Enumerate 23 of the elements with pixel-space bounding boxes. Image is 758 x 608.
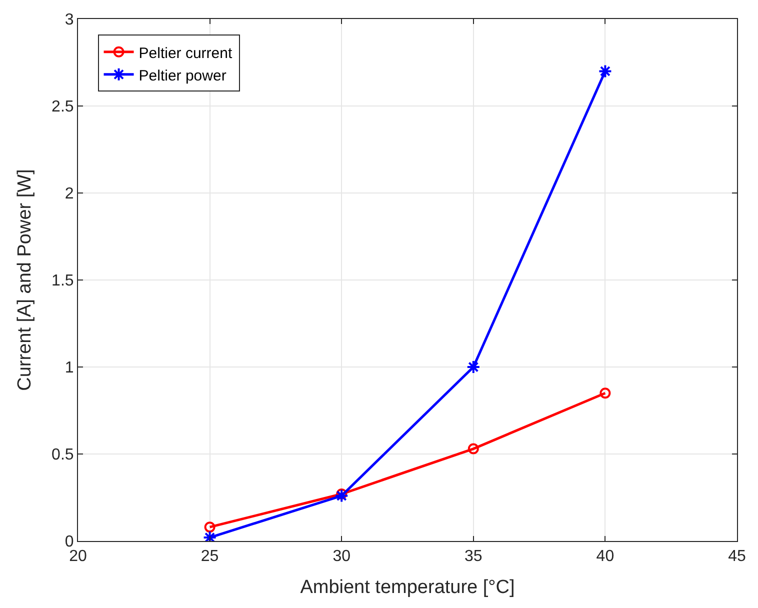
y-tick-label: 2.5 <box>52 98 74 116</box>
legend-label: Peltier current <box>138 44 233 62</box>
x-tick-label: 30 <box>332 548 351 566</box>
x-tick-label: 40 <box>596 548 614 566</box>
x-tick-label: 35 <box>464 548 482 566</box>
point <box>466 360 480 374</box>
point <box>598 64 612 78</box>
y-tick-label: 0.5 <box>52 446 74 464</box>
y-axis-title: Current [A] and Power [W] <box>14 169 36 391</box>
point <box>204 522 216 533</box>
x-tick-label: 45 <box>728 548 746 566</box>
point <box>334 488 349 503</box>
y-tick-label: 1 <box>64 360 74 377</box>
point <box>600 388 611 399</box>
x-tick-label: 20 <box>69 548 87 566</box>
y-tick-label: 2 <box>64 186 74 203</box>
y-tick-label: 3 <box>64 12 74 29</box>
legend-label: Peltier power <box>138 67 226 84</box>
x-axis-title: Ambient temperature [°C] <box>300 577 515 598</box>
point <box>468 443 479 454</box>
x-tick-label: 25 <box>200 548 219 566</box>
y-tick-label: 0 <box>64 534 74 551</box>
y-tick-label: 1.5 <box>52 272 74 290</box>
